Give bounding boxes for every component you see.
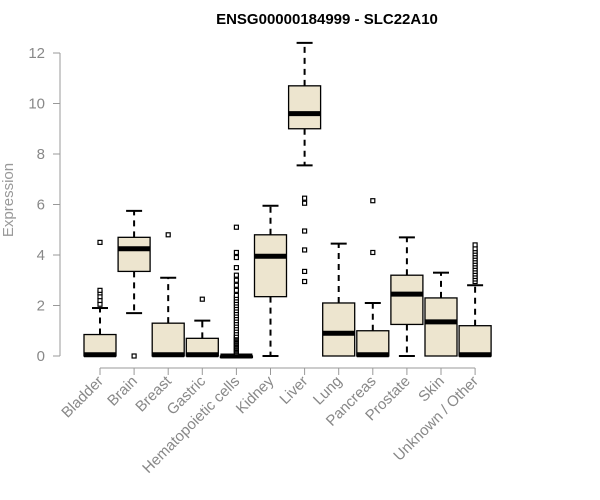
outlier-point (233, 282, 239, 288)
box-brain (117, 209, 151, 359)
outlier-point (302, 278, 308, 285)
iqr-box (458, 325, 492, 357)
box-hematopoietic-cells (219, 224, 254, 359)
outlier-point (302, 200, 308, 206)
iqr-box (356, 330, 390, 357)
box-unknown-other (458, 242, 492, 358)
box-bladder (83, 239, 117, 358)
iqr-box (253, 234, 288, 298)
y-axis: 0 2 4 6 8 10 12 (28, 45, 61, 365)
box-liver (287, 41, 322, 285)
box-skin (424, 271, 458, 357)
y-tick-label: 4 (37, 247, 45, 264)
box-kidney (253, 204, 288, 357)
outlier-point (233, 287, 239, 293)
box-prostate (390, 236, 424, 357)
outlier-point (97, 287, 103, 293)
chart-title: ENSG00000184999 - SLC22A10 (216, 11, 438, 28)
y-tick-label: 10 (28, 96, 45, 113)
x-tick-label: Kidney (233, 372, 278, 417)
y-tick-label: 12 (28, 45, 45, 62)
box-gastric (185, 296, 219, 358)
box-lung (322, 242, 356, 357)
outlier-point (302, 268, 308, 275)
outlier-point (302, 247, 308, 253)
y-tick-label: 0 (37, 348, 45, 365)
outlier-point (472, 242, 478, 248)
outlier-point (165, 232, 171, 238)
y-axis-label: Expression (0, 163, 17, 237)
iqr-box (117, 236, 151, 273)
x-tick-label: Bladder (58, 373, 107, 422)
iqr-box (287, 85, 322, 130)
outlier-point (370, 249, 376, 256)
outlier-point (199, 296, 205, 302)
iqr-box (424, 297, 458, 357)
iqr-box (322, 302, 356, 357)
x-tick-label: Liver (276, 373, 311, 408)
y-tick-label: 8 (37, 146, 45, 163)
iqr-box (390, 274, 424, 326)
outlier-point (233, 254, 239, 261)
boxes-group (83, 41, 492, 359)
y-tick-label: 2 (37, 298, 45, 315)
outlier-point (233, 265, 239, 271)
outlier-point (233, 292, 239, 298)
box-breast (151, 232, 185, 358)
outlier-point (97, 239, 103, 245)
y-tick-label: 6 (37, 197, 45, 214)
iqr-box (151, 322, 185, 357)
outlier-point (370, 198, 376, 204)
outlier-point (233, 224, 239, 230)
outlier-point (131, 353, 137, 359)
outlier-point (302, 195, 308, 201)
outlier-point (302, 228, 308, 234)
outlier-point (233, 272, 239, 278)
outlier-point (233, 249, 239, 256)
box-pancreas (356, 198, 390, 358)
outlier-point (233, 277, 239, 283)
